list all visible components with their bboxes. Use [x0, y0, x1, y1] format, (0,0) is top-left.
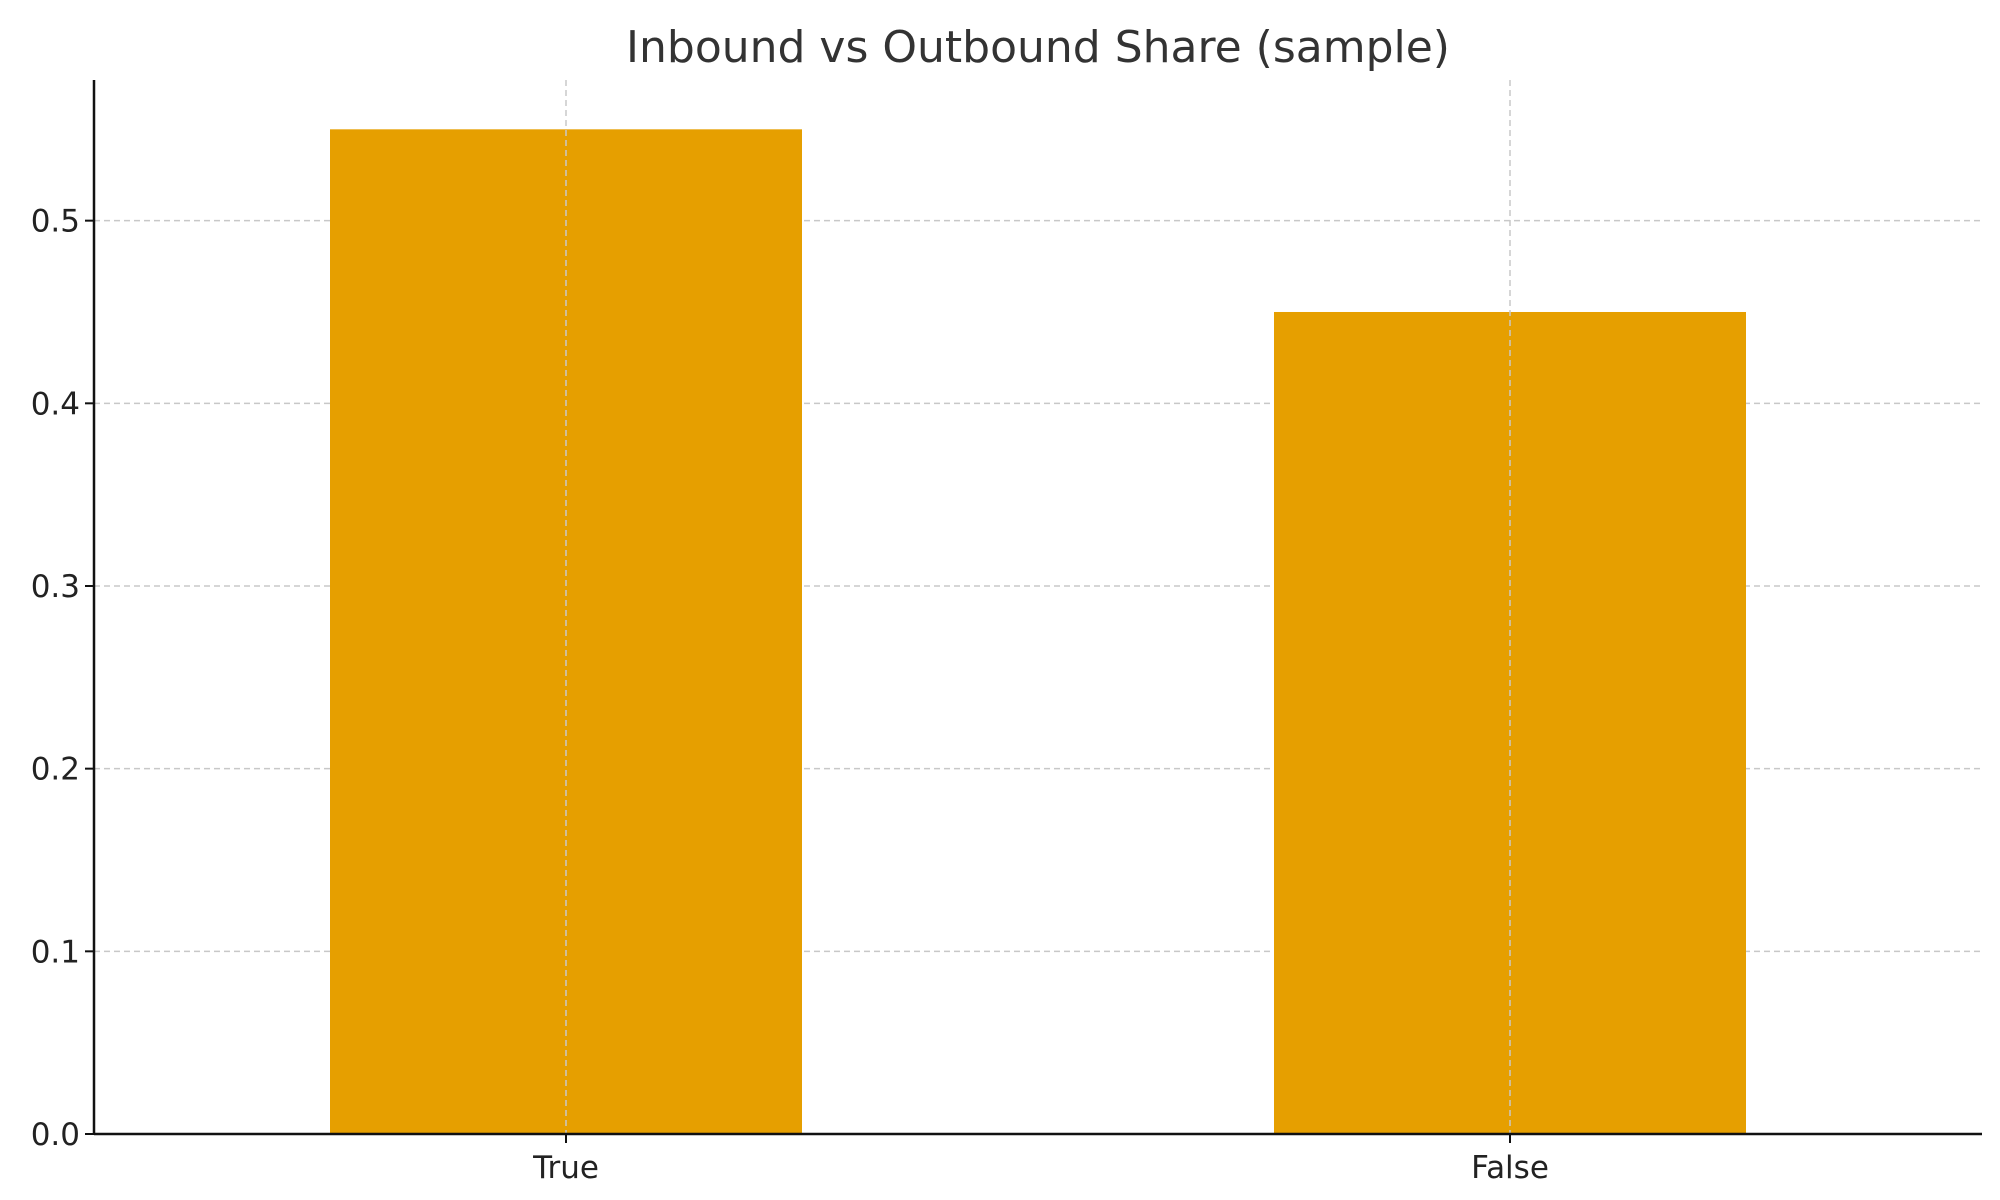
x-grid-layer [565, 80, 1511, 1134]
y-tick-label: 0.1 [31, 934, 80, 970]
y-tick-label: 0.2 [31, 752, 80, 788]
x-tick-label: True [532, 1150, 599, 1186]
bar-layer [330, 129, 1746, 1134]
y-tick-label: 0.5 [31, 204, 80, 240]
y-tick-label: 0.3 [31, 569, 80, 605]
y-tick-label: 0.4 [31, 386, 80, 422]
y-tick-label: 0.0 [31, 1117, 80, 1153]
chart-title: Inbound vs Outbound Share (sample) [626, 22, 1450, 73]
axis-layer [92, 80, 1982, 1136]
y-tick-layer: 0.0 0.1 0.2 0.3 0.4 0.5 [31, 204, 94, 1153]
x-tick-label: False [1471, 1150, 1549, 1186]
x-tick-layer: True False [532, 1134, 1549, 1186]
